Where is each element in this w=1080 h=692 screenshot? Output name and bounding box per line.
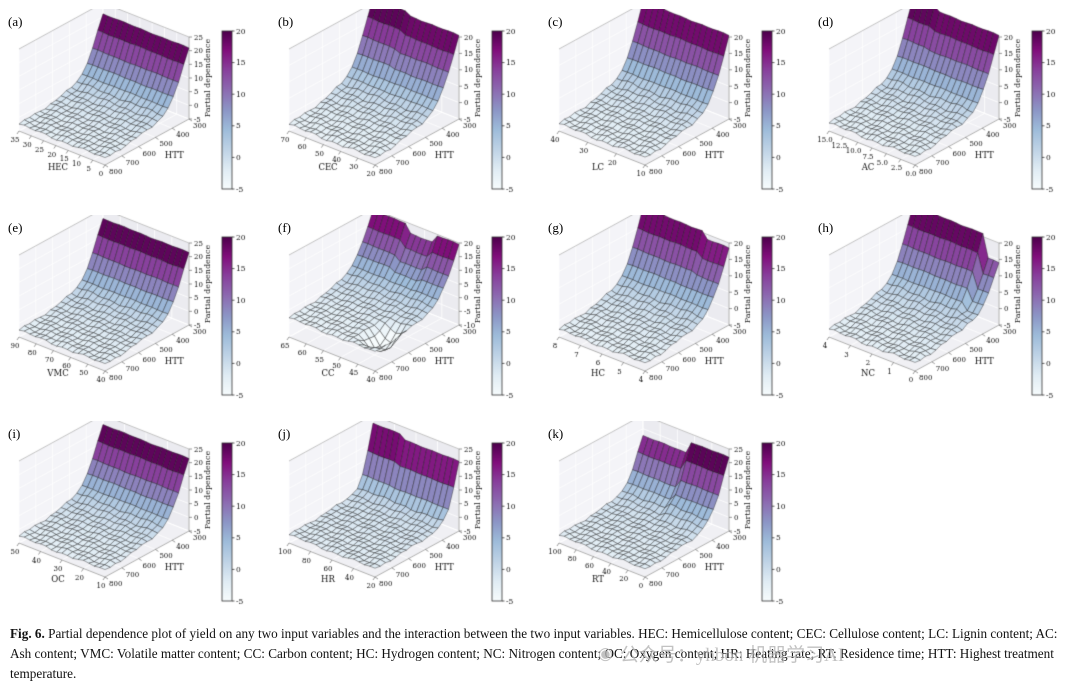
pdp-surface-canvas-k — [543, 421, 807, 621]
subplot-k: (k) — [540, 418, 810, 624]
figure-caption-label: Fig. 6. — [10, 626, 45, 641]
panel-label-i: (i) — [8, 426, 21, 441]
panel-label-b: (b) — [278, 14, 294, 29]
subplot-g: (g) — [540, 212, 810, 418]
figure-caption: Fig. 6. Partial dependence plot of yield… — [10, 624, 1072, 683]
pdp-surface-canvas-c — [543, 9, 807, 209]
pdp-surface-canvas-d — [813, 9, 1077, 209]
pdp-surface-canvas-e — [3, 215, 267, 415]
panel-label-c: (c) — [548, 14, 563, 29]
panel-label-f: (f) — [278, 220, 291, 235]
panel-label-h: (h) — [818, 220, 834, 235]
subplot-j: (j) — [270, 418, 540, 624]
figure-caption-text: Partial dependence plot of yield on any … — [10, 626, 1058, 681]
subplot-a: (a) — [0, 6, 270, 212]
subplot-b: (b) — [270, 6, 540, 212]
pdp-surface-canvas-f — [273, 215, 537, 415]
subplot-c: (c) — [540, 6, 810, 212]
subplot-i: (i) — [0, 418, 270, 624]
pdp-surface-canvas-j — [273, 421, 537, 621]
pdp-surface-canvas-i — [3, 421, 267, 621]
panel-label-g: (g) — [548, 220, 564, 235]
subplot-h: (h) — [810, 212, 1080, 418]
pdp-surface-canvas-h — [813, 215, 1077, 415]
subplot-f: (f) — [270, 212, 540, 418]
subplot-d: (d) — [810, 6, 1080, 212]
panel-label-j: (j) — [278, 426, 291, 441]
panel-label-d: (d) — [818, 14, 834, 29]
figure-grid: (a) (b) (c) (d) (e) (f) (g) (h) — [0, 6, 1080, 624]
panel-label-e: (e) — [8, 220, 23, 235]
pdp-surface-canvas-b — [273, 9, 537, 209]
pdp-surface-canvas-a — [3, 9, 267, 209]
panel-label-k: (k) — [548, 426, 564, 441]
panel-label-a: (a) — [8, 14, 23, 29]
pdp-surface-canvas-g — [543, 215, 807, 415]
subplot-e: (e) — [0, 212, 270, 418]
